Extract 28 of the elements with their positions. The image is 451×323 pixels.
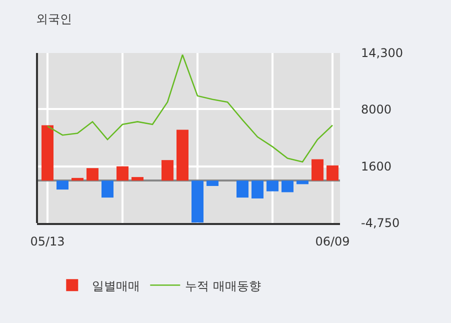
- bar: [162, 160, 174, 181]
- bar: [266, 180, 278, 192]
- bar: [296, 180, 308, 184]
- bar: [116, 166, 128, 181]
- legend-label: 누적 매매동향: [185, 278, 261, 293]
- bar: [132, 177, 144, 181]
- y-tick-label: -4,750: [361, 216, 400, 230]
- bar: [72, 178, 84, 181]
- y-tick-label: 8000: [361, 102, 392, 116]
- x-tick-label: 05/13: [30, 234, 65, 248]
- chart-title: 외국인: [36, 12, 72, 26]
- bar: [252, 180, 264, 198]
- x-tick-label: 06/09: [315, 234, 350, 248]
- bar: [86, 168, 98, 181]
- y-tick-label: 14,300: [361, 46, 403, 60]
- bar: [236, 180, 248, 198]
- bar: [102, 180, 114, 198]
- bar: [192, 180, 204, 223]
- bar: [282, 180, 294, 192]
- bar: [312, 159, 324, 181]
- line-series: [46, 54, 334, 163]
- bar: [56, 180, 68, 190]
- bar: [42, 125, 54, 181]
- bar: [206, 180, 218, 186]
- legend-label: 일별매매: [92, 278, 140, 293]
- y-tick-label: 1600: [361, 160, 392, 174]
- bar: [176, 130, 188, 181]
- bar: [326, 165, 338, 181]
